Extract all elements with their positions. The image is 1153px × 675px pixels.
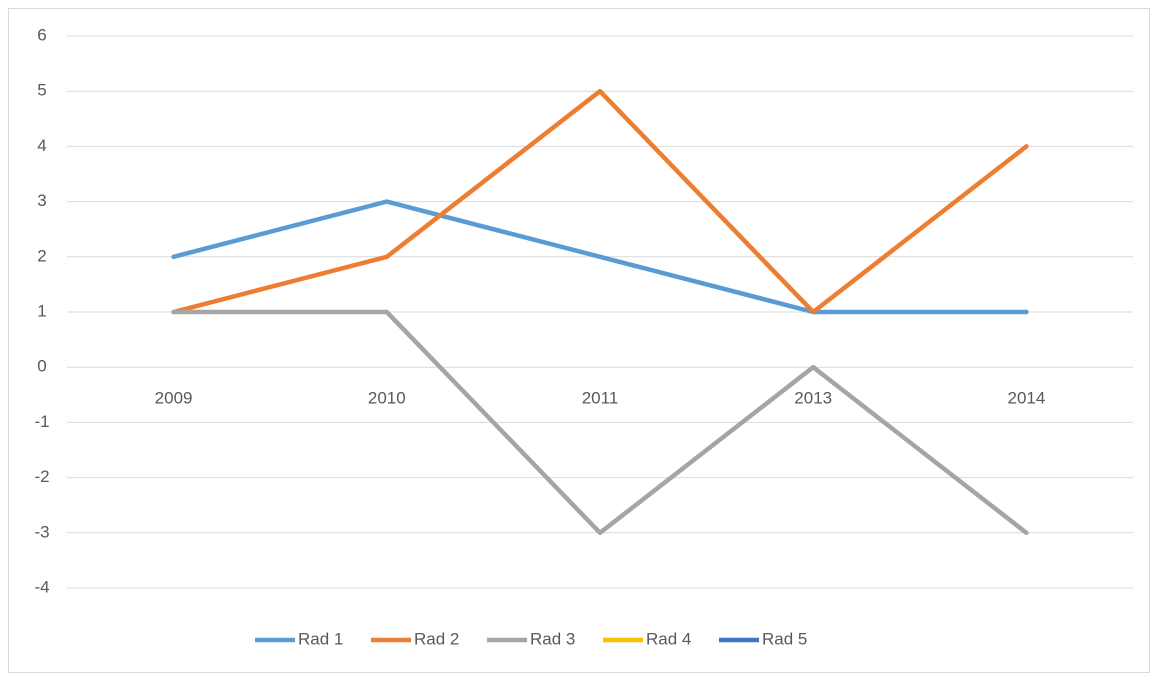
y-tick-label: 0	[37, 357, 46, 376]
legend-label: Rad 1	[298, 629, 343, 648]
y-tick-label: 2	[37, 246, 46, 265]
y-tick-label: 4	[37, 136, 46, 155]
legend-label: Rad 4	[646, 629, 691, 648]
x-tick-label: 2014	[1007, 389, 1045, 408]
x-tick-label: 2009	[155, 389, 193, 408]
x-tick-label: 2011	[582, 389, 619, 408]
y-tick-label: -3	[34, 522, 49, 541]
chart-border	[8, 8, 1150, 673]
y-tick-label: 3	[37, 191, 46, 210]
series-line	[171, 199, 1029, 315]
legend-label: Rad 3	[530, 629, 575, 648]
y-tick-label: 5	[37, 81, 46, 100]
y-tick-label: 1	[37, 301, 46, 320]
x-tick-label: 2010	[368, 389, 406, 408]
y-tick-label: 6	[37, 25, 46, 44]
series-line	[171, 88, 1029, 315]
y-tick-label: -2	[34, 467, 49, 486]
y-tick-label: -4	[34, 577, 49, 596]
legend-label: Rad 2	[414, 629, 459, 648]
series-line	[171, 309, 1029, 536]
legend-label: Rad 5	[762, 629, 807, 648]
x-tick-label: 2013	[794, 389, 832, 408]
y-tick-label: -1	[34, 412, 49, 431]
